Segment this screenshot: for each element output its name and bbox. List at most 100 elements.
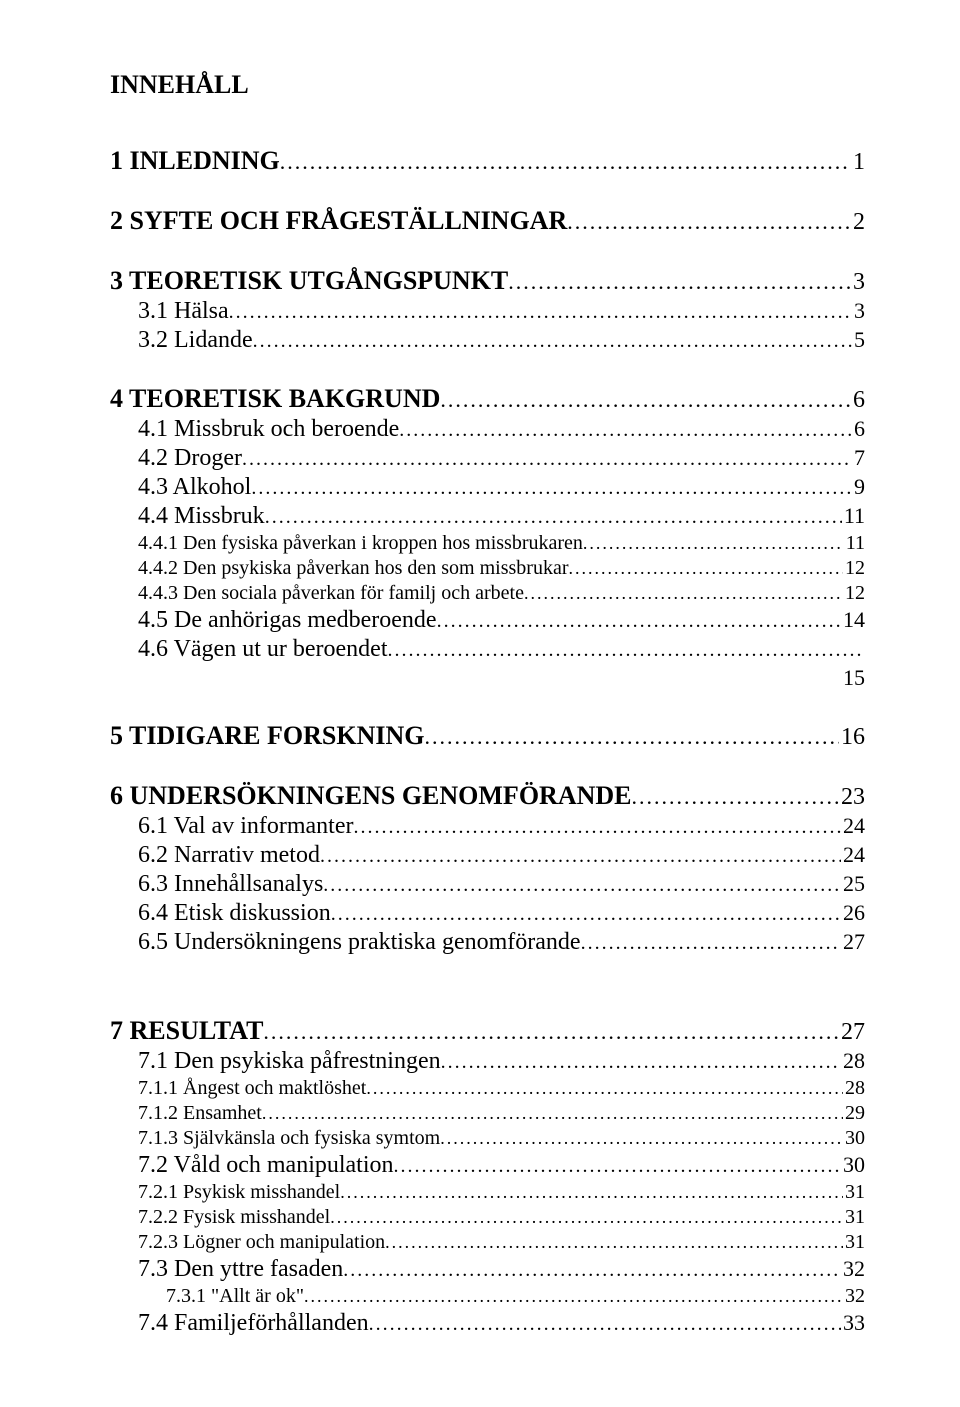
toc-leader	[330, 1207, 843, 1228]
toc-leader	[343, 1259, 841, 1282]
toc-entry-page: 30	[843, 1127, 865, 1150]
toc-entry-label: 6.4 Etisk diskussion	[110, 900, 331, 927]
toc-leader	[437, 610, 841, 633]
table-of-contents: 1 INLEDNING1 2 SYFTE OCH FRÅGESTÄLLNINGAR…	[110, 146, 865, 1337]
toc-leader	[280, 149, 851, 175]
toc-entry-label: 7.2 Våld och manipulation	[110, 1152, 394, 1179]
toc-entry-label: 4.4.3 Den sociala påverkan för familj oc…	[110, 582, 524, 605]
toc-entry-label: 4.1 Missbruk och beroende	[110, 416, 399, 443]
toc-entry-label: 6.2 Narrativ metod	[110, 842, 320, 869]
toc-entry-label: 4.6 Vägen ut ur beroendet	[110, 636, 387, 663]
toc-entry-page: 27	[841, 929, 865, 955]
toc-entry-page: 28	[841, 1048, 865, 1074]
toc-leader	[387, 639, 863, 662]
toc-entry-label: 3.2 Lidande	[110, 327, 253, 354]
toc-entry-label: 7.2.3 Lögner och manipulation	[110, 1231, 385, 1254]
toc-leader	[569, 558, 844, 579]
toc-leader	[385, 1232, 843, 1253]
toc-entry-label: 4.2 Droger	[110, 445, 242, 472]
toc-entry-label: 7.4 Familjeförhållanden	[110, 1310, 369, 1337]
toc-entry-label: 7.2.1 Psykisk misshandel	[110, 1181, 340, 1204]
toc-entry: 3.1 Hälsa3	[110, 298, 865, 325]
toc-entry: 7.2.3 Lögner och manipulation 31	[110, 1231, 865, 1254]
toc-entry-page: 31	[843, 1231, 865, 1254]
toc-entry-page: 32	[843, 1285, 865, 1308]
toc-entry: 7.1.3 Självkänsla och fysiska symtom 30	[110, 1127, 865, 1150]
toc-entry-label: 6 UNDERSÖKNINGENS GENOMFÖRANDE	[110, 781, 632, 811]
toc-entry: 4.5 De anhörigas medberoende 14	[110, 607, 865, 634]
toc-entry-label: 4.4.2 Den psykiska påverkan hos den som …	[110, 557, 569, 580]
toc-leader	[331, 903, 841, 926]
toc-entry-page: 5	[852, 327, 865, 353]
toc-entry-label: 6.3 Innehållsanalys	[110, 871, 323, 898]
toc-leader	[265, 506, 842, 529]
toc-entry-page: 9	[852, 474, 865, 500]
toc-entry-page: 25	[841, 871, 865, 897]
toc-leader	[320, 845, 841, 868]
toc-entry-page: 26	[841, 900, 865, 926]
toc-entry-label: 3.1 Hälsa	[110, 298, 229, 325]
toc-leader	[394, 1155, 841, 1178]
toc-entry: 7.1.2 Ensamhet29	[110, 1102, 865, 1125]
toc-leader	[583, 533, 844, 554]
toc-leader	[323, 874, 841, 897]
toc-entry: 7.2 Våld och manipulation 30	[110, 1152, 865, 1179]
toc-entry: 2 SYFTE OCH FRÅGESTÄLLNINGAR2	[110, 206, 865, 236]
page-title: INNEHÅLL	[110, 70, 865, 100]
toc-entry-label: 6.5 Undersökningens praktiska genomföran…	[110, 929, 581, 956]
toc-entry: 4 TEORETISK BAKGRUND 6	[110, 384, 865, 414]
toc-entry-label: 6.1 Val av informanter	[110, 813, 354, 840]
toc-entry-page: 24	[841, 813, 865, 839]
toc-entry-page: 6	[851, 387, 865, 414]
toc-leader	[567, 209, 851, 235]
toc-leader	[424, 724, 839, 750]
toc-entry-page: 12	[843, 557, 865, 580]
toc-entry-page: 14	[841, 607, 865, 633]
toc-entry-label: 7.1.3 Självkänsla och fysiska symtom	[110, 1127, 440, 1150]
toc-entry-page: 16	[839, 724, 865, 751]
toc-leader	[229, 301, 852, 324]
toc-leader	[399, 419, 852, 442]
toc-entry-page: 27	[839, 1019, 865, 1046]
toc-entry: 3 TEORETISK UTGÅNGSPUNKT3	[110, 266, 865, 296]
toc-entry-page: 6	[852, 416, 865, 442]
toc-entry-label: 4.4.1 Den fysiska påverkan i kroppen hos…	[110, 532, 583, 555]
toc-entry-label: 7.1 Den psykiska påfrestningen	[110, 1048, 441, 1075]
toc-entry: 4.3 Alkohol9	[110, 474, 865, 501]
toc-leader	[440, 1128, 843, 1149]
toc-entry-page: 1	[851, 149, 865, 176]
toc-entry: 6.1 Val av informanter 24	[110, 813, 865, 840]
toc-entry: 7.2.1 Psykisk misshandel31	[110, 1181, 865, 1204]
toc-entry: 4.4.3 Den sociala påverkan för familj oc…	[110, 582, 865, 605]
toc-entry: 7.2.2 Fysisk misshandel31	[110, 1206, 865, 1229]
toc-leader	[340, 1182, 843, 1203]
toc-entry: 1 INLEDNING1	[110, 146, 865, 176]
toc-entry-page: 30	[841, 1152, 865, 1178]
toc-entry-label: 4 TEORETISK BAKGRUND	[110, 384, 440, 414]
toc-entry-label: 4.5 De anhörigas medberoende	[110, 607, 437, 634]
toc-entry-label: 5 TIDIGARE FORSKNING	[110, 721, 424, 751]
page: INNEHÅLL 1 INLEDNING1 2 SYFTE OCH FRÅGEST…	[0, 0, 960, 1407]
toc-leader	[253, 330, 852, 353]
toc-entry-label: 7.3 Den yttre fasaden	[110, 1256, 343, 1283]
toc-entry-page: 31	[843, 1206, 865, 1229]
toc-entry-label: 2 SYFTE OCH FRÅGESTÄLLNINGAR	[110, 206, 567, 236]
toc-entry-page: 3	[851, 269, 865, 296]
toc-entry: 3.2 Lidande 5	[110, 327, 865, 354]
toc-entry: 6.3 Innehållsanalys 25	[110, 871, 865, 898]
toc-leader	[508, 269, 851, 295]
toc-entry: 6.4 Etisk diskussion 26	[110, 900, 865, 927]
toc-leader	[632, 784, 840, 810]
toc-entry: 7.4 Familjeförhållanden33	[110, 1310, 865, 1337]
toc-entry: 4.4.1 Den fysiska påverkan i kroppen hos…	[110, 532, 865, 555]
toc-entry: 7.3.1 "Allt är ok"32	[110, 1285, 865, 1308]
toc-entry: 7.1 Den psykiska påfrestningen 28	[110, 1048, 865, 1075]
toc-entry-page: 7	[852, 445, 865, 471]
toc-entry: 6.2 Narrativ metod24	[110, 842, 865, 869]
toc-leader	[262, 1103, 843, 1124]
toc-entry: 4.4.2 Den psykiska påverkan hos den som …	[110, 557, 865, 580]
toc-leader	[263, 1019, 839, 1045]
toc-entry: 7 RESULTAT27	[110, 1016, 865, 1046]
toc-entry-page: 29	[843, 1102, 865, 1125]
toc-entry: 4.4 Missbruk11	[110, 503, 865, 530]
